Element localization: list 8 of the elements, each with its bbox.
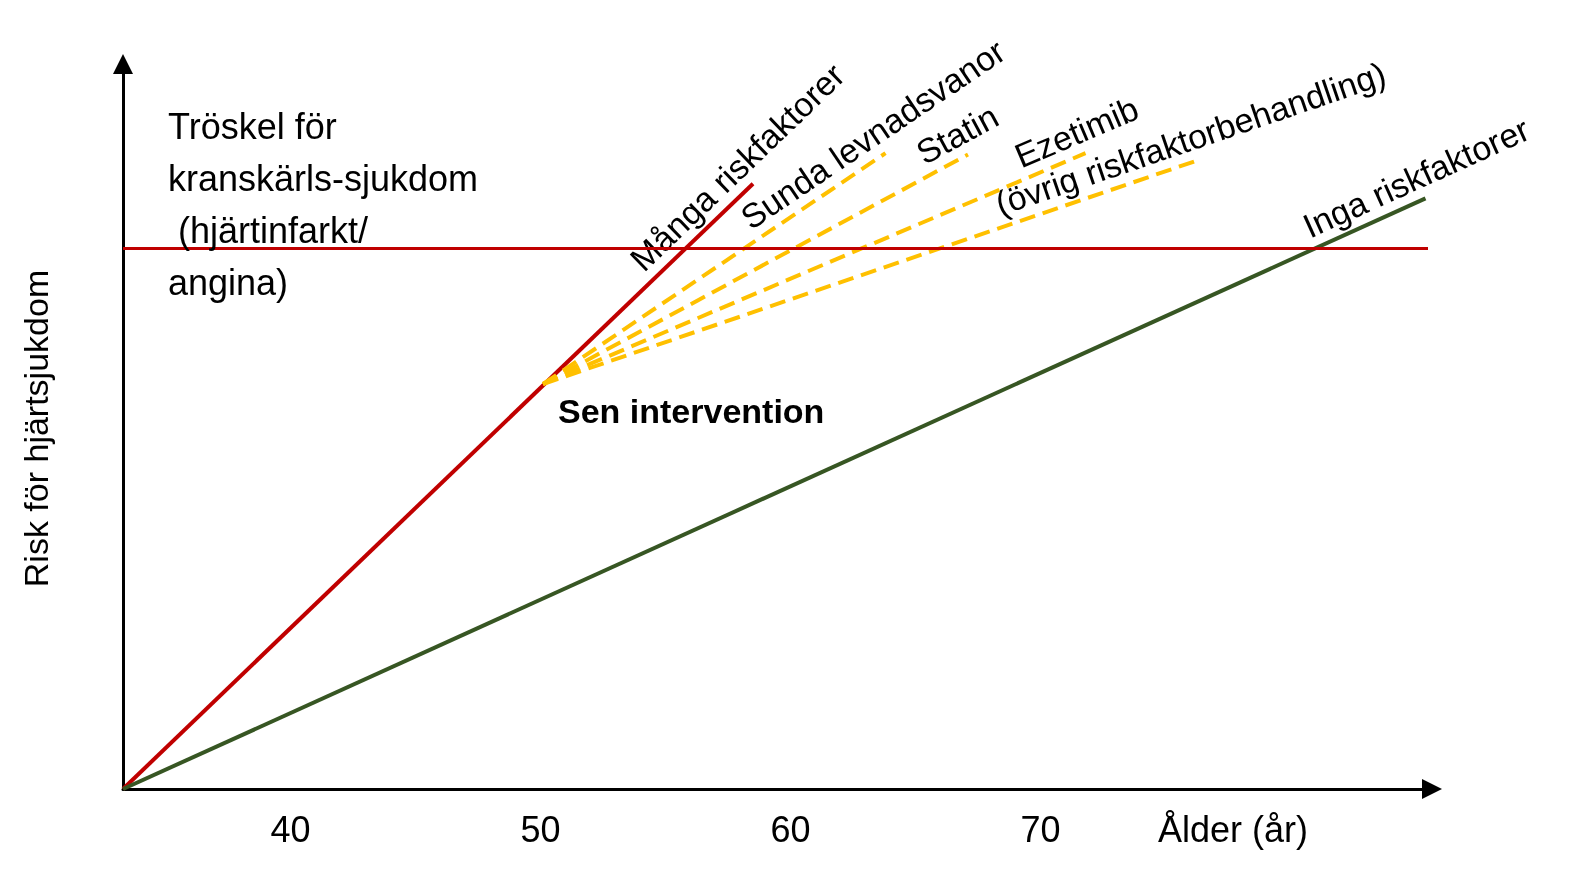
x-tick-label: 50 (520, 808, 561, 850)
ref-line-label: Tröskel för kranskärls-sjukdom (hjärtinfarkt/angina) (168, 106, 479, 304)
x-tick-label: 70 (1020, 808, 1061, 850)
annotation: Sen intervention (558, 391, 825, 430)
x-axis-title: Ålder (år) (1157, 808, 1308, 850)
x-tick-label: 40 (270, 808, 311, 850)
x-tick-label: 60 (770, 808, 811, 850)
y-axis-title: Risk för hjärtsjukdom (17, 269, 55, 588)
